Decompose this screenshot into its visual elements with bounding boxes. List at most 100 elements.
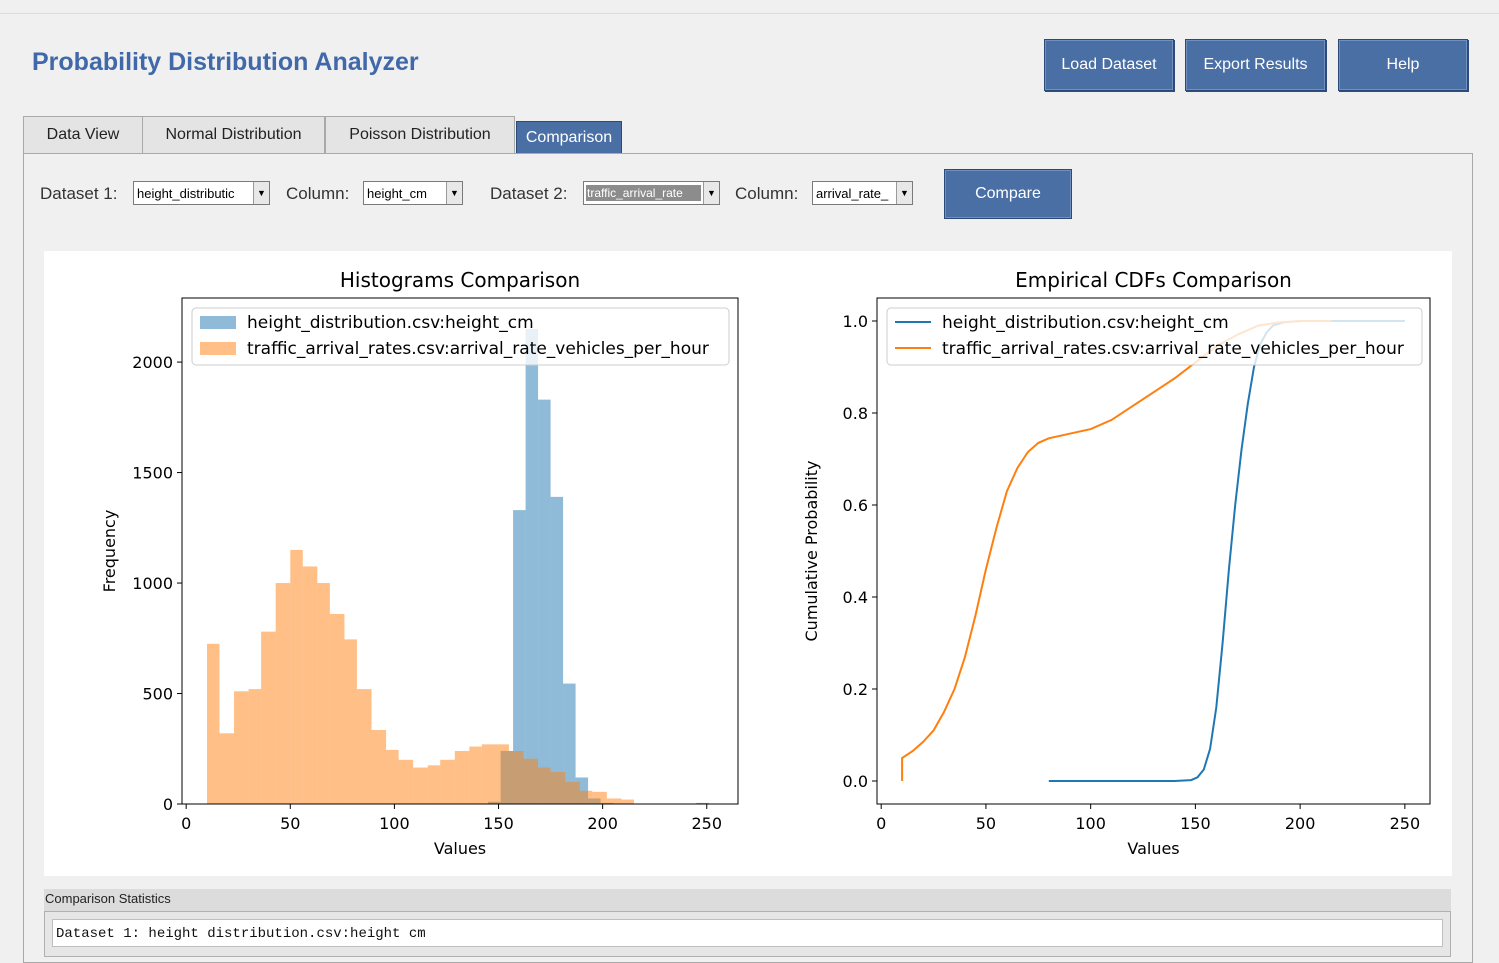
x-tick-label: 250 — [1390, 814, 1421, 833]
chart-figure: 0 50 100 150 200 250 0 500 1000 1500 2000 Histogram… — [44, 251, 1452, 876]
histogram-bar — [356, 689, 372, 804]
legend-swatch — [200, 316, 236, 329]
column1-value: height_cm — [367, 185, 427, 201]
tab-poisson-distribution[interactable]: Poisson Distribution — [325, 116, 515, 153]
compare-button[interactable]: Compare — [944, 169, 1072, 219]
histogram-bar — [513, 510, 526, 804]
histogram-bar — [481, 744, 497, 804]
window-titlebar — [0, 0, 1499, 14]
plot-area — [206, 328, 709, 804]
histogram-bar — [317, 583, 330, 804]
histogram-bar — [525, 328, 539, 804]
x-tick-label: 150 — [483, 814, 514, 833]
axes-frame — [876, 297, 1431, 805]
y-tick-label: 1.0 — [843, 312, 868, 331]
legend-swatch — [200, 342, 236, 355]
dataset2-select[interactable]: traffic_arrival_rate ▼ — [583, 181, 720, 205]
y-tick-label: 0.6 — [843, 496, 868, 515]
dataset1-label: Dataset 1: — [40, 184, 118, 203]
histogram-bar — [206, 643, 220, 804]
y-tick-label: 1500 — [132, 464, 173, 483]
histogram-bar — [508, 750, 524, 804]
histogram-bar — [565, 781, 580, 804]
y-tick-label: 0.8 — [843, 404, 868, 423]
histogram-bar — [413, 767, 428, 804]
histogram-bar — [261, 631, 276, 804]
histogram-bar — [523, 758, 539, 804]
column2-select[interactable]: arrival_rate_ ▼ — [812, 181, 913, 205]
histogram-bar — [469, 746, 482, 804]
histogram-bar — [579, 790, 593, 804]
histogram-bar — [606, 798, 622, 804]
y-tick-label: 0.0 — [843, 772, 868, 791]
histogram-bar — [538, 767, 551, 804]
axes-frame — [181, 297, 739, 805]
y-axis-label: Frequency — [100, 510, 119, 593]
y-axis-label: Cumulative Probability — [802, 461, 821, 642]
legend-label: height_distribution.csv:height_cm — [942, 313, 1229, 333]
histogram-bar — [427, 765, 441, 804]
histogram-bar — [234, 691, 249, 804]
legend-label: traffic_arrival_rates.csv:arrival_rate_v… — [247, 339, 709, 359]
chart-title: Empirical CDFs Comparison — [1015, 268, 1292, 292]
histogram-bar — [398, 759, 414, 804]
histogram-bar — [563, 683, 576, 804]
histogram-bar — [621, 799, 634, 804]
plot-area — [901, 320, 1405, 782]
stats-header: Comparison Statistics — [44, 889, 1451, 911]
app-title: Probability Distribution Analyzer — [32, 48, 419, 76]
export-results-button[interactable]: Export Results — [1185, 39, 1326, 91]
legend-label: traffic_arrival_rates.csv:arrival_rate_v… — [942, 339, 1404, 359]
y-tick-label: 2000 — [132, 353, 173, 372]
chevron-down-icon[interactable]: ▼ — [446, 182, 462, 204]
histogram-bar — [302, 566, 318, 804]
x-tick-label: 250 — [691, 814, 722, 833]
cdf-line — [901, 320, 1332, 781]
stats-text: Dataset 1: height distribution.csv:heigh… — [52, 919, 1443, 947]
legend-label: height_distribution.csv:height_cm — [247, 313, 534, 333]
y-tick-label: 0.4 — [843, 588, 868, 607]
histogram-bar — [386, 749, 399, 804]
x-tick-label: 50 — [976, 814, 996, 833]
legend-box — [191, 307, 730, 366]
histogram-bar — [329, 613, 345, 804]
histogram-bar — [219, 733, 235, 804]
load-dataset-button[interactable]: Load Dataset — [1044, 39, 1174, 91]
cdf-line — [1048, 320, 1405, 782]
tab-data-view[interactable]: Data View — [23, 116, 143, 153]
histogram-bar — [454, 750, 470, 804]
column2-label: Column: — [735, 184, 799, 203]
chevron-down-icon[interactable]: ▼ — [253, 182, 269, 204]
dataset2-value: traffic_arrival_rate — [586, 185, 701, 201]
chart-title: Histograms Comparison — [340, 268, 580, 292]
column1-label: Column: — [286, 184, 350, 203]
chevron-down-icon[interactable]: ▼ — [896, 182, 912, 204]
histogram-bar — [344, 639, 357, 804]
histogram-bar — [275, 583, 291, 804]
y-tick-label: 0 — [163, 795, 173, 814]
help-button[interactable]: Help — [1338, 39, 1468, 91]
column2-value: arrival_rate_ — [816, 185, 889, 201]
tab-comparison[interactable]: Comparison — [516, 121, 622, 154]
y-tick-label: 0.2 — [843, 680, 868, 699]
histogram-bar — [538, 399, 551, 804]
tab-normal-distribution[interactable]: Normal Distribution — [142, 116, 325, 153]
histogram-bar — [371, 729, 387, 804]
chart-2: 0 50 100 150 200 250 0.0 0.2 0.4 0.6 0.8 1.0 Empiric… — [802, 268, 1431, 858]
x-tick-label: 50 — [280, 814, 300, 833]
x-tick-label: 200 — [587, 814, 618, 833]
histogram-bar — [290, 549, 303, 804]
chevron-down-icon[interactable]: ▼ — [703, 182, 719, 204]
dataset2-label: Dataset 2: — [490, 184, 568, 203]
column1-select[interactable]: height_cm ▼ — [363, 181, 463, 205]
histogram-bar — [550, 496, 564, 804]
legend-box — [886, 307, 1423, 366]
x-tick-label: 100 — [1075, 814, 1106, 833]
histogram-bar — [696, 802, 709, 804]
histogram-bar — [550, 771, 566, 804]
x-axis-label: Values — [434, 839, 486, 858]
histogram-bar — [496, 744, 509, 804]
dataset1-value: height_distributic — [137, 185, 235, 201]
dataset1-select[interactable]: height_distributic ▼ — [133, 181, 270, 205]
x-tick-label: 100 — [379, 814, 410, 833]
